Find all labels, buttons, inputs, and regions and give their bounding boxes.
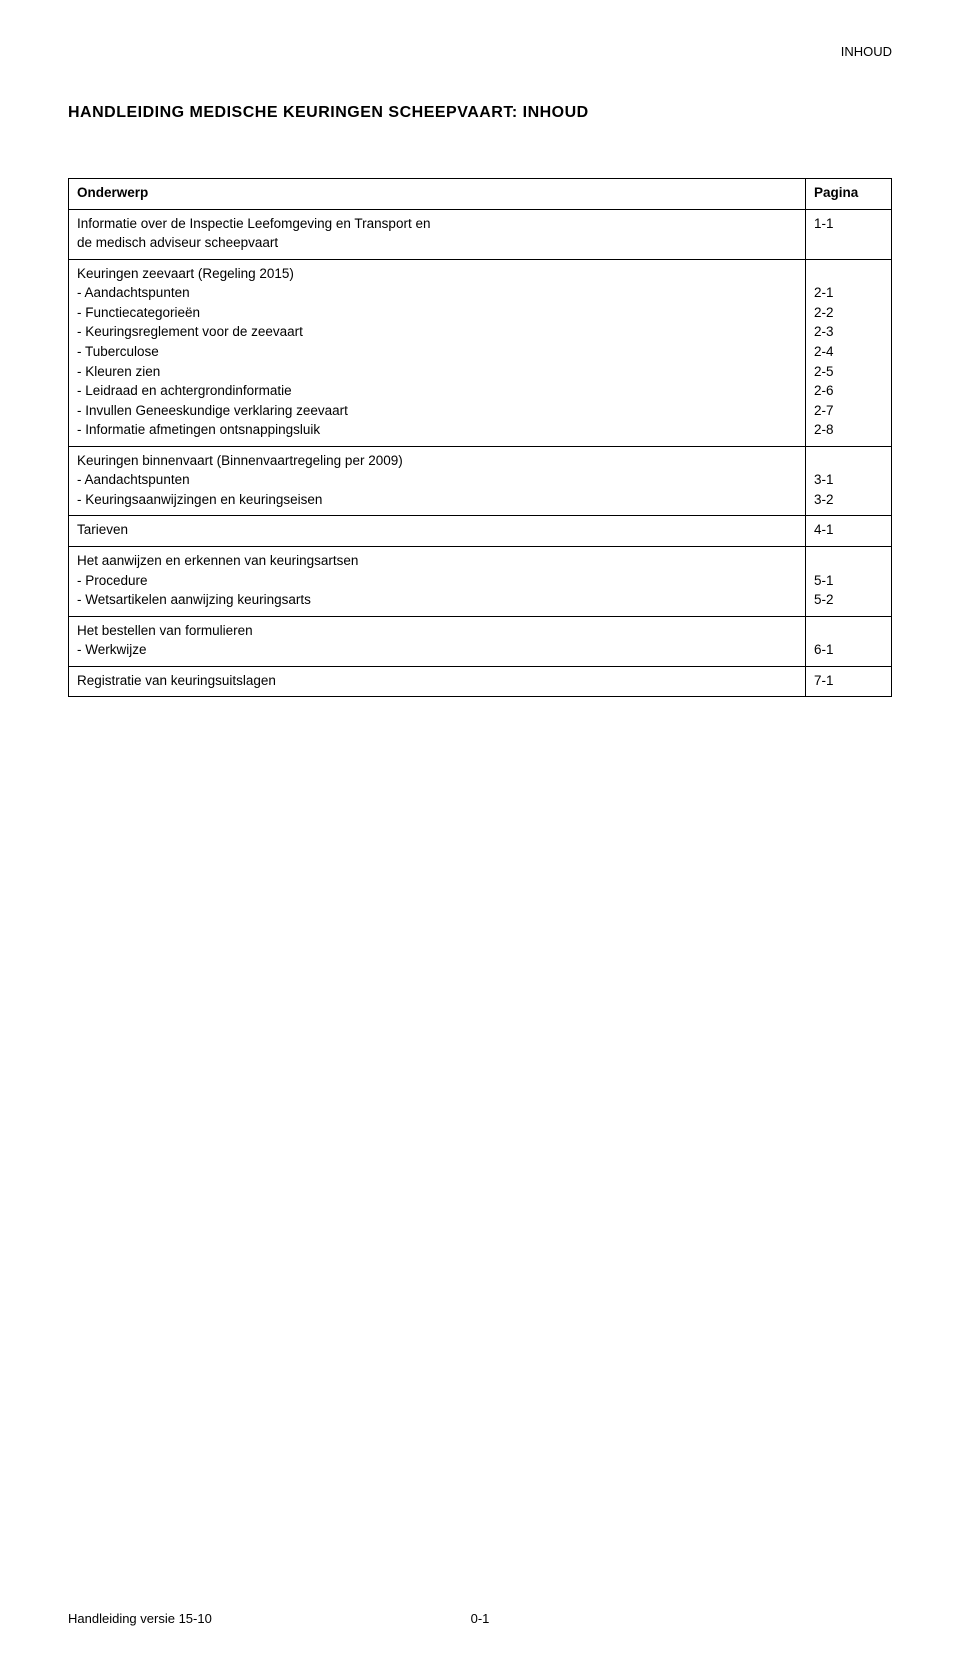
toc-entry-label: de medisch adviseur scheepvaart	[77, 233, 797, 253]
table-row: Het bestellen van formulieren- Werkwijze…	[69, 616, 892, 666]
table-row: Tarieven 4-1	[69, 516, 892, 547]
toc-entry-page	[814, 551, 883, 571]
footer-version: Handleiding versie 15-10	[68, 1611, 212, 1626]
toc-entry-page: 2-5	[814, 362, 883, 382]
toc-entry-page: 1-1	[814, 214, 883, 234]
toc-entry-page: 2-7	[814, 401, 883, 421]
toc-entry-label: - Functiecategorieën	[77, 303, 797, 323]
toc-subject-cell: Het aanwijzen en erkennen van keuringsar…	[69, 547, 806, 617]
toc-subject-cell: Keuringen zeevaart (Regeling 2015)- Aand…	[69, 259, 806, 446]
toc-entry-page: 3-1	[814, 470, 883, 490]
table-row: Registratie van keuringsuitslagen 7-1	[69, 666, 892, 697]
toc-entry-label: Het aanwijzen en erkennen van keuringsar…	[77, 551, 797, 571]
toc-entry-page: 2-2	[814, 303, 883, 323]
table-row: Keuringen binnenvaart (Binnenvaartregeli…	[69, 446, 892, 516]
toc-page-cell: 6-1	[806, 616, 892, 666]
toc-entry-label: - Keuringsaanwijzingen en keuringseisen	[77, 490, 797, 510]
toc-entry-label: - Aandachtspunten	[77, 283, 797, 303]
toc-entry-label: - Leidraad en achtergrondinformatie	[77, 381, 797, 401]
toc-page-cell: 2-12-22-32-42-52-62-72-8	[806, 259, 892, 446]
table-header-row: Onderwerp Pagina	[69, 179, 892, 210]
toc-entry-page: 5-1	[814, 571, 883, 591]
toc-entry-label: Het bestellen van formulieren	[77, 621, 797, 641]
toc-entry-label: Registratie van keuringsuitslagen	[77, 671, 797, 691]
toc-entry-page: 3-2	[814, 490, 883, 510]
section-label-top-right: INHOUD	[841, 44, 892, 59]
toc-entry-label: Keuringen binnenvaart (Binnenvaartregeli…	[77, 451, 797, 471]
table-row: Het aanwijzen en erkennen van keuringsar…	[69, 547, 892, 617]
toc-entry-page	[814, 233, 883, 253]
toc-page-cell: 1-1	[806, 209, 892, 259]
toc-entry-page: 2-4	[814, 342, 883, 362]
toc-entry-page: 2-1	[814, 283, 883, 303]
toc-entry-page: 6-1	[814, 640, 883, 660]
toc-entry-page	[814, 264, 883, 284]
toc-entry-label: - Keuringsreglement voor de zeevaart	[77, 322, 797, 342]
toc-entry-label: - Tuberculose	[77, 342, 797, 362]
toc-page-cell: 5-15-2	[806, 547, 892, 617]
toc-entry-page: 2-6	[814, 381, 883, 401]
toc-entry-label: - Informatie afmetingen ontsnappingsluik	[77, 420, 797, 440]
toc-entry-label: - Kleuren zien	[77, 362, 797, 382]
toc-entry-page	[814, 621, 883, 641]
page: INHOUD HANDLEIDING MEDISCHE KEURINGEN SC…	[0, 0, 960, 1666]
toc-entry-page: 4-1	[814, 520, 883, 540]
col-header-subject: Onderwerp	[69, 179, 806, 210]
toc-entry-page: 7-1	[814, 671, 883, 691]
toc-entry-label: Tarieven	[77, 520, 797, 540]
toc-entry-label: - Procedure	[77, 571, 797, 591]
toc-entry-label: - Wetsartikelen aanwijzing keuringsarts	[77, 590, 797, 610]
table-row: Keuringen zeevaart (Regeling 2015)- Aand…	[69, 259, 892, 446]
toc-subject-cell: Keuringen binnenvaart (Binnenvaartregeli…	[69, 446, 806, 516]
toc-entry-page: 5-2	[814, 590, 883, 610]
page-title: HANDLEIDING MEDISCHE KEURINGEN SCHEEPVAA…	[68, 104, 892, 122]
toc-entry-label: - Werkwijze	[77, 640, 797, 660]
toc-entry-page: 2-3	[814, 322, 883, 342]
toc-entry-page: 2-8	[814, 420, 883, 440]
footer-page-number: 0-1	[471, 1611, 490, 1626]
toc-subject-cell: Informatie over de Inspectie Leefomgevin…	[69, 209, 806, 259]
toc-page-cell: 3-13-2	[806, 446, 892, 516]
toc-entry-label: - Aandachtspunten	[77, 470, 797, 490]
table-row: Informatie over de Inspectie Leefomgevin…	[69, 209, 892, 259]
col-header-page: Pagina	[806, 179, 892, 210]
toc-table: Onderwerp Pagina Informatie over de Insp…	[68, 178, 892, 697]
page-footer: Handleiding versie 15-10 0-1	[68, 1611, 892, 1626]
toc-entry-page	[814, 451, 883, 471]
toc-subject-cell: Tarieven	[69, 516, 806, 547]
toc-entry-label: - Invullen Geneeskundige verklaring zeev…	[77, 401, 797, 421]
toc-subject-cell: Registratie van keuringsuitslagen	[69, 666, 806, 697]
toc-page-cell: 4-1	[806, 516, 892, 547]
toc-subject-cell: Het bestellen van formulieren- Werkwijze	[69, 616, 806, 666]
toc-entry-label: Informatie over de Inspectie Leefomgevin…	[77, 214, 797, 234]
toc-entry-label: Keuringen zeevaart (Regeling 2015)	[77, 264, 797, 284]
toc-page-cell: 7-1	[806, 666, 892, 697]
